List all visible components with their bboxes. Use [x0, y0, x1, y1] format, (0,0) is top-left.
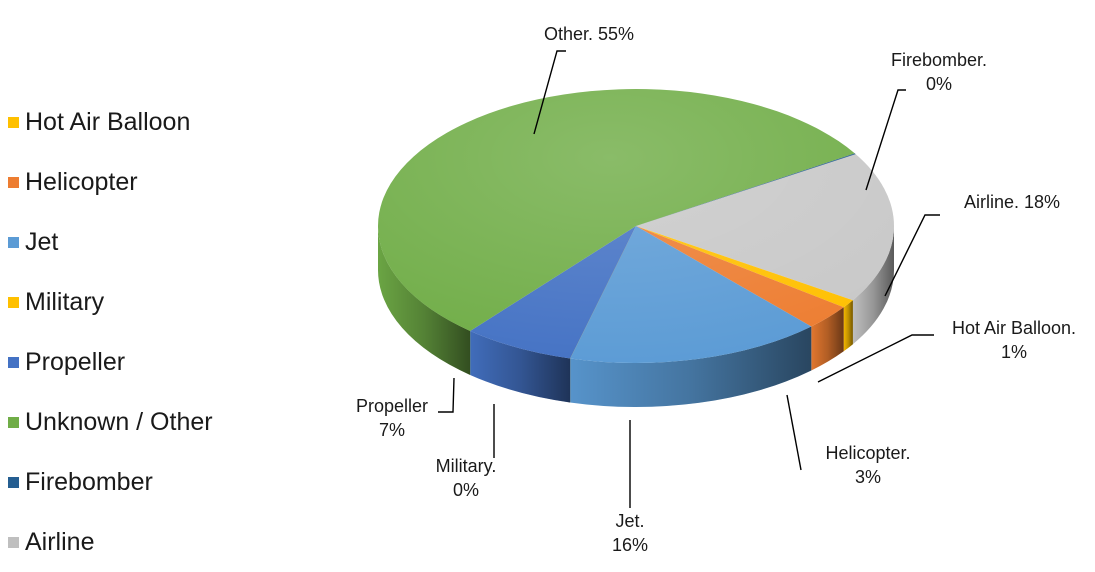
legend-item-firebomber: Firebomber: [8, 452, 258, 512]
legend-item-helicopter: Helicopter: [8, 152, 258, 212]
pie-sheen: [378, 89, 894, 363]
legend-label: Unknown / Other: [25, 407, 213, 436]
pie-chart: Hot Air Balloon Helicopter Jet Military …: [8, 24, 1076, 556]
leader-line-propeller: [438, 377, 455, 413]
legend-label: Jet: [25, 227, 59, 256]
legend-swatch: [8, 476, 19, 488]
legend-item-military: Military: [8, 272, 258, 332]
legend-label: Firebomber: [25, 467, 153, 496]
legend-item-hot-air-balloon: Hot Air Balloon: [8, 92, 258, 152]
legend-swatch: [8, 536, 19, 548]
chart-legend: Hot Air Balloon Helicopter Jet Military …: [8, 92, 258, 572]
legend-swatch: [8, 176, 19, 188]
slice-sides: [378, 226, 894, 407]
leader-line-airline: [884, 214, 940, 297]
data-label-hot-air-balloon: Hot Air Balloon. 1%: [952, 318, 1076, 362]
legend-item-unknown-other: Unknown / Other: [8, 392, 258, 452]
legend-swatch: [8, 116, 19, 128]
legend-label: Airline: [25, 527, 95, 556]
data-label-military: Military. 0%: [436, 456, 497, 500]
slice-side-propeller: [470, 330, 571, 403]
slice-side-helicopter: [811, 307, 844, 371]
data-label-firebomber: Firebomber. 0%: [891, 50, 987, 94]
slice-side-other: [378, 226, 471, 375]
legend-label: Helicopter: [25, 167, 138, 196]
legend-swatch: [8, 416, 19, 428]
slice-tops: [377, 88, 894, 363]
data-labels: Airline. 18% Hot Air Balloon. 1% Helicopter…: [356, 24, 1076, 555]
legend-item-airline: Airline: [8, 512, 258, 572]
slice-side-jet: [570, 326, 812, 407]
legend-swatch: [8, 296, 19, 308]
data-label-jet: Jet. 16%: [612, 511, 648, 555]
data-label-other: Other. 55%: [544, 24, 634, 44]
leader-lines: [438, 50, 940, 508]
legend-label: Military: [25, 287, 105, 316]
data-label-propeller: Propeller 7%: [356, 396, 428, 440]
legend-label: Propeller: [25, 347, 126, 376]
data-label-helicopter: Helicopter. 3%: [825, 443, 910, 487]
leader-line-hot-air-balloon: [817, 334, 934, 383]
leader-line-helicopter: [786, 394, 802, 471]
data-label-airline: Airline. 18%: [964, 192, 1060, 212]
leader-line-firebomber: [865, 89, 906, 191]
legend-swatch: [8, 236, 19, 248]
legend-label: Hot Air Balloon: [25, 107, 191, 136]
slice-side-airline: [852, 226, 894, 345]
slice-side-hot-air-balloon: [843, 300, 853, 352]
leader-line-other: [533, 50, 566, 135]
legend-item-propeller: Propeller: [8, 332, 258, 392]
pie-plot: Airline. 18% Hot Air Balloon. 1% Helicopter…: [356, 24, 1076, 555]
legend-item-jet: Jet: [8, 212, 258, 272]
legend-swatch: [8, 356, 19, 368]
